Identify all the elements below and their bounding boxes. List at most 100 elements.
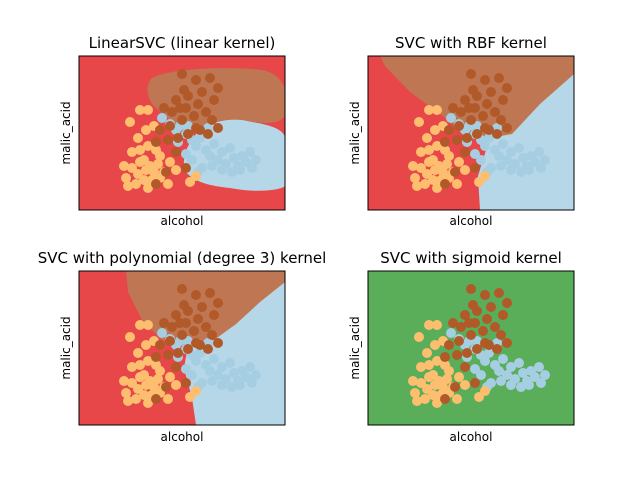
data-point-class0	[484, 348, 494, 358]
data-point-class1	[494, 73, 504, 83]
data-point-class2	[155, 366, 165, 376]
axes-frame	[78, 270, 286, 426]
data-point-class1	[197, 87, 207, 97]
data-point-class2	[121, 173, 131, 183]
data-point-class1	[472, 129, 482, 139]
data-point-class1	[486, 302, 496, 312]
data-point-class0	[496, 376, 506, 386]
data-point-class0	[217, 147, 227, 157]
data-point-class1	[502, 123, 512, 133]
data-point-class0	[225, 143, 235, 153]
data-point-class2	[424, 145, 434, 155]
data-point-class1	[213, 298, 223, 308]
data-point-class0	[446, 113, 456, 123]
data-point-class2	[424, 372, 434, 382]
data-point-class0	[227, 382, 237, 392]
data-point-class1	[450, 382, 460, 392]
data-point-class2	[141, 380, 151, 390]
data-point-class2	[410, 173, 420, 183]
panel-svc-sigmoid: SVC with sigmoid kernel alcohol malic_ac…	[348, 249, 575, 444]
data-point-class2	[133, 348, 143, 358]
data-point-class1	[482, 99, 492, 109]
data-point-class1	[177, 115, 187, 125]
data-point-class0	[476, 370, 486, 380]
data-point-class2	[143, 398, 153, 408]
data-point-class2	[432, 183, 442, 193]
data-point-class1	[498, 310, 508, 320]
axes-frame	[367, 55, 575, 211]
data-point-class1	[171, 362, 181, 372]
data-point-class1	[452, 350, 462, 360]
data-point-class1	[173, 348, 183, 358]
data-point-class2	[191, 386, 201, 396]
data-point-class1	[167, 322, 177, 332]
data-point-class1	[191, 75, 201, 85]
data-point-class1	[189, 111, 199, 121]
data-point-class1	[201, 322, 211, 332]
data-point-class2	[412, 181, 422, 191]
data-point-class1	[197, 302, 207, 312]
data-point-class2	[442, 374, 452, 384]
data-point-class0	[191, 141, 201, 151]
data-point-class2	[424, 360, 434, 370]
data-point-class1	[207, 330, 217, 340]
data-point-class0	[229, 153, 239, 163]
data-point-class1	[448, 318, 458, 328]
data-point-class0	[534, 362, 544, 372]
data-point-class1	[207, 115, 217, 125]
data-point-class2	[123, 396, 133, 406]
axes-frame	[78, 55, 286, 211]
data-point-class1	[163, 135, 173, 145]
data-point-class2	[121, 388, 131, 398]
data-point-class2	[165, 157, 175, 167]
data-point-class0	[476, 155, 486, 165]
data-point-class2	[422, 133, 432, 143]
data-point-class1	[213, 338, 223, 348]
data-point-class2	[432, 398, 442, 408]
data-point-class0	[217, 165, 227, 175]
data-point-class2	[416, 147, 426, 157]
data-point-class0	[209, 139, 219, 149]
data-point-class2	[452, 394, 462, 404]
data-point-class2	[422, 348, 432, 358]
data-point-class1	[165, 121, 175, 131]
data-point-class0	[195, 348, 205, 358]
data-point-class1	[181, 378, 191, 388]
data-point-class1	[151, 394, 161, 404]
data-point-class2	[432, 141, 442, 151]
data-point-class0	[247, 378, 257, 388]
data-point-class2	[135, 145, 145, 155]
data-point-class2	[424, 157, 434, 167]
data-point-class0	[518, 368, 528, 378]
data-point-class1	[191, 338, 201, 348]
data-point-class2	[428, 175, 438, 185]
data-point-class1	[159, 318, 169, 328]
data-point-class1	[464, 103, 474, 113]
data-point-class1	[450, 167, 460, 177]
y-axis-label: malic_acid	[348, 101, 362, 164]
panel-svc-rbf: SVC with RBF kernel alcohol malic_acid	[348, 34, 575, 228]
data-point-class0	[225, 358, 235, 368]
data-point-class0	[498, 139, 508, 149]
data-point-class1	[466, 330, 476, 340]
data-point-class1	[171, 310, 181, 320]
data-point-class1	[209, 95, 219, 105]
data-point-class0	[524, 165, 534, 175]
data-point-class2	[135, 157, 145, 167]
data-point-class1	[502, 298, 512, 308]
data-point-class2	[125, 117, 135, 127]
data-point-class2	[165, 372, 175, 382]
data-point-class1	[183, 129, 193, 139]
data-point-class2	[454, 372, 464, 382]
data-point-class0	[217, 362, 227, 372]
data-point-class2	[430, 380, 440, 390]
data-point-class2	[163, 179, 173, 189]
data-point-class1	[440, 394, 450, 404]
data-point-class0	[235, 165, 245, 175]
data-point-class0	[480, 356, 490, 366]
data-point-class2	[125, 332, 135, 342]
data-point-class2	[131, 394, 141, 404]
data-point-class2	[430, 165, 440, 175]
data-point-class0	[251, 370, 261, 380]
